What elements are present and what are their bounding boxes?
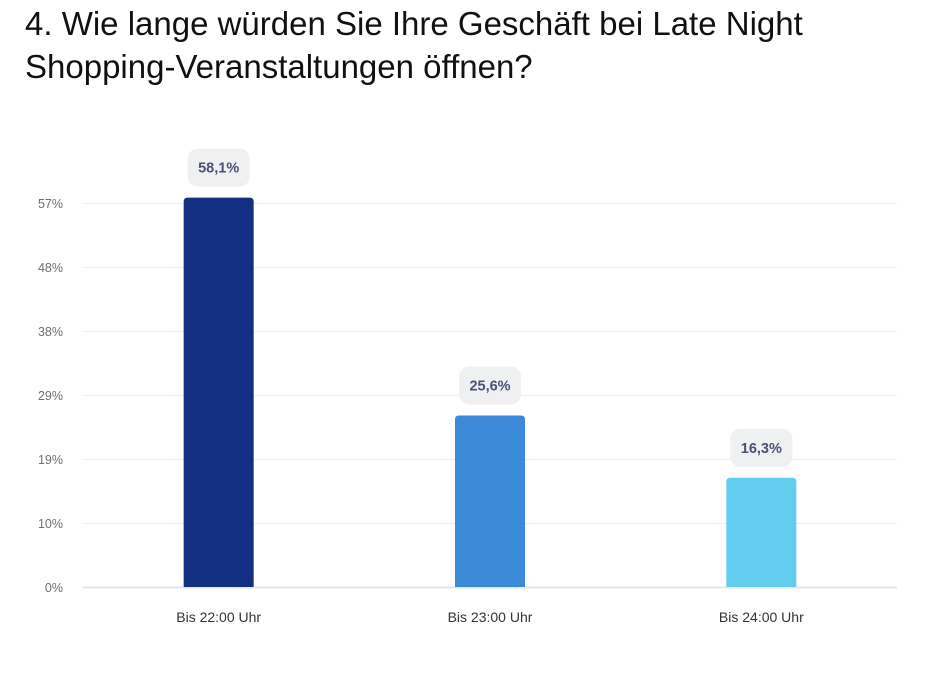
x-tick-label: Bis 23:00 Uhr	[448, 609, 533, 625]
y-tick-label: 48%	[38, 261, 63, 275]
bar	[726, 477, 797, 587]
x-tick-label: Bis 24:00 Uhr	[719, 609, 804, 625]
data-label-pill	[459, 366, 521, 405]
y-tick-label: 29%	[38, 389, 63, 403]
bar	[455, 415, 525, 587]
data-label-pill	[187, 148, 250, 187]
data-label: 16,3%	[741, 441, 782, 457]
bar	[183, 197, 254, 588]
data-label: 25,6%	[469, 378, 510, 394]
y-tick-label: 19%	[38, 453, 63, 467]
chart-title: 4. Wie lange würden Sie Ihre Geschäft be…	[25, 5, 803, 85]
y-tick-label: 10%	[38, 517, 63, 531]
y-tick-label: 57%	[38, 197, 63, 211]
data-label-pill	[730, 428, 793, 467]
y-tick-label: 38%	[38, 325, 63, 339]
x-tick-label: Bis 22:00 Uhr	[176, 609, 261, 625]
data-label: 58,1%	[198, 161, 239, 177]
y-tick-label: 0%	[45, 581, 63, 595]
